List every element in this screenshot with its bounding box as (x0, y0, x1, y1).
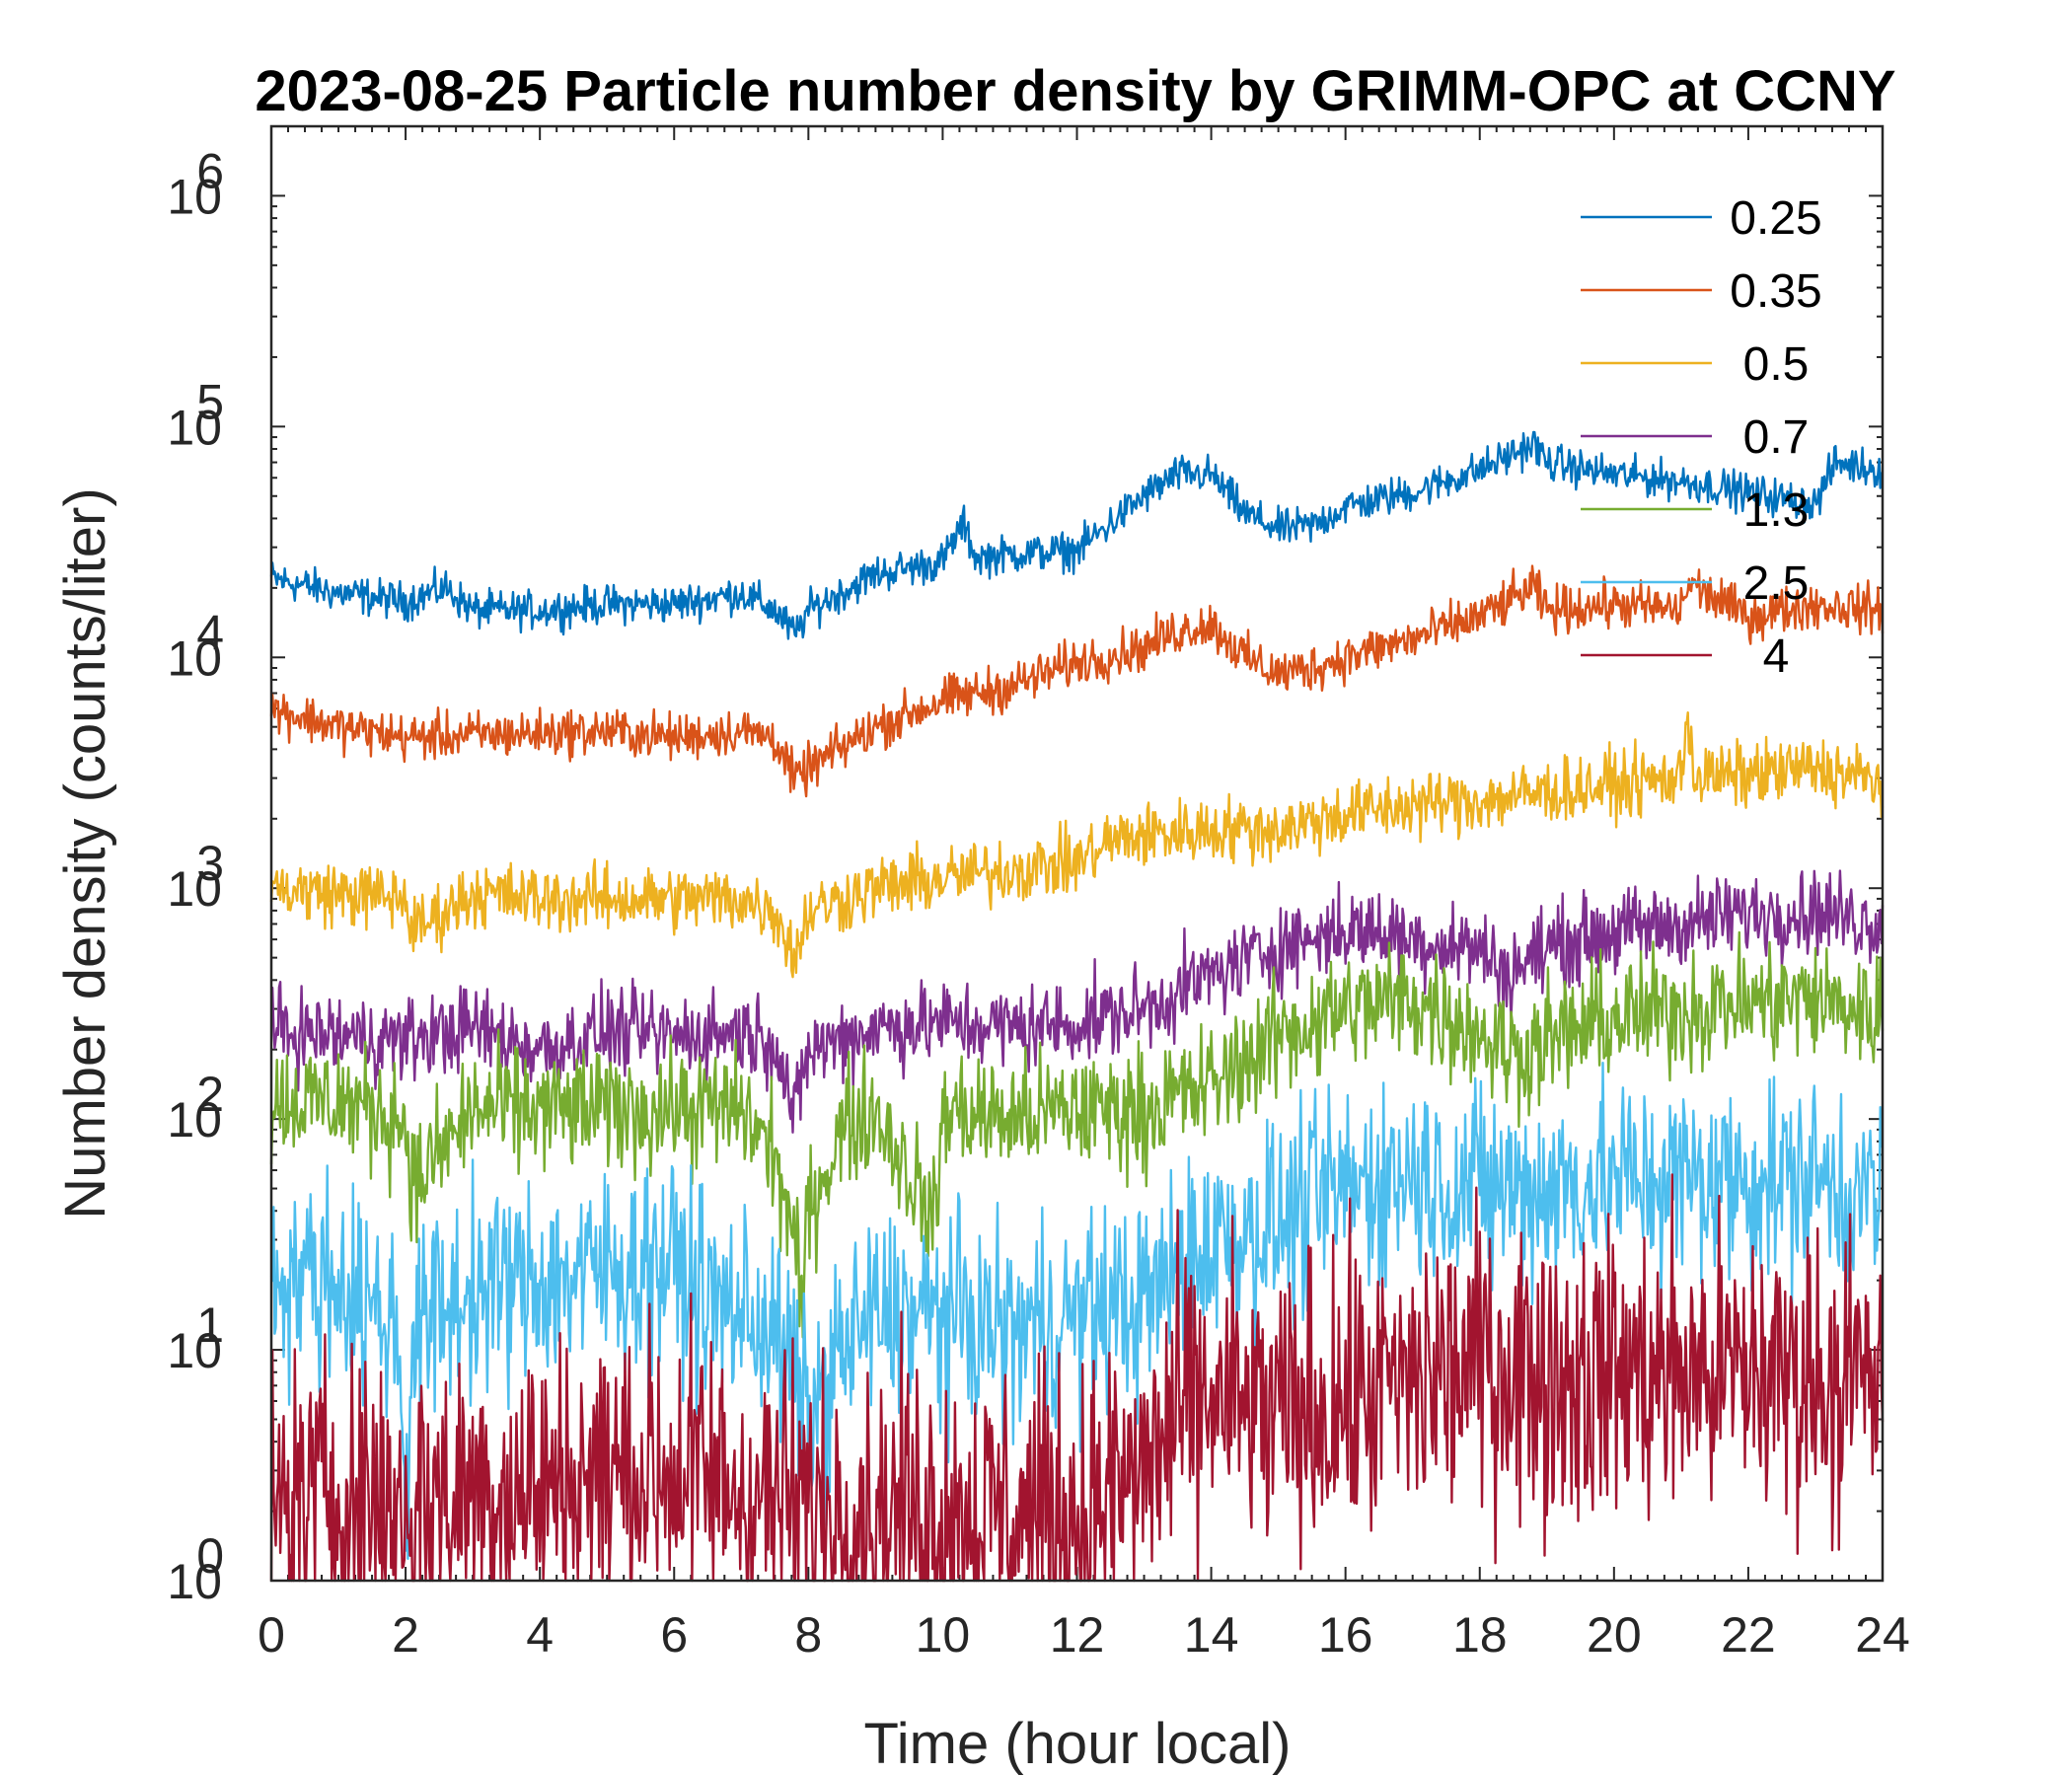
x-tick-label: 12 (1050, 1607, 1105, 1663)
y-tick-exponent: 6 (196, 143, 224, 198)
series-line-0.7 (269, 869, 1885, 1134)
legend-label: 0.35 (1730, 265, 1821, 318)
y-tick-exponent: 4 (196, 605, 224, 660)
x-tick-label: 14 (1184, 1607, 1239, 1663)
x-tick-label: 10 (916, 1607, 971, 1663)
x-tick-label: 20 (1587, 1607, 1642, 1663)
series-line-0.5 (269, 711, 1885, 979)
series-line-0.35 (269, 564, 1885, 798)
y-tick-label: 10 (167, 1323, 222, 1378)
plot-frame (269, 124, 1885, 1583)
y-tick-exponent: 1 (196, 1297, 224, 1353)
legend-label: 0.7 (1743, 411, 1810, 464)
x-axis-label: Time (hour local) (864, 1712, 1292, 1776)
x-tick-label: 8 (794, 1607, 822, 1663)
legend-label: 1.3 (1743, 484, 1810, 537)
legend-label: 2.5 (1743, 557, 1810, 610)
y-tick-label: 10 (167, 169, 222, 224)
x-tick-label: 16 (1318, 1607, 1373, 1663)
x-tick-label: 24 (1855, 1607, 1910, 1663)
x-tick-label: 4 (526, 1607, 554, 1663)
y-tick-exponent: 5 (196, 374, 224, 429)
y-tick-exponent: 0 (196, 1528, 224, 1584)
y-tick-exponent: 3 (196, 836, 224, 891)
x-tick-label: 22 (1721, 1607, 1776, 1663)
y-tick-label: 10 (167, 861, 222, 917)
y-axis-label: Number density (counts/liter) (53, 487, 117, 1219)
x-tick-label: 0 (258, 1607, 285, 1663)
x-tick-labels: 0 2 4 6 8 10 12 14 16 18 20 22 24 (258, 1607, 1910, 1663)
series-layer (269, 430, 1885, 1583)
legend-label: 4 (1763, 630, 1790, 683)
series-line-2.5 (269, 1062, 1884, 1560)
y-tick-label: 10 (167, 1092, 222, 1147)
legend: 0.25 0.35 0.5 0.7 1.3 2.5 4 (1581, 192, 1822, 683)
x-tick-label: 2 (392, 1607, 419, 1663)
x-tick-label: 6 (660, 1607, 688, 1663)
series-line-0.25 (269, 430, 1885, 640)
series-line-1.3 (269, 930, 1885, 1339)
series-line-4 (269, 1173, 1885, 1583)
legend-label: 0.5 (1743, 338, 1810, 391)
y-tick-label: 10 (167, 1554, 222, 1609)
y-tick-label: 10 (167, 400, 222, 455)
chart-title: 2023-08-25 Particle number density by GR… (255, 59, 1895, 123)
legend-label: 0.25 (1730, 192, 1821, 245)
x-tick-label: 18 (1452, 1607, 1508, 1663)
y-tick-label: 10 (167, 630, 222, 686)
y-tick-exponent: 2 (196, 1067, 224, 1122)
